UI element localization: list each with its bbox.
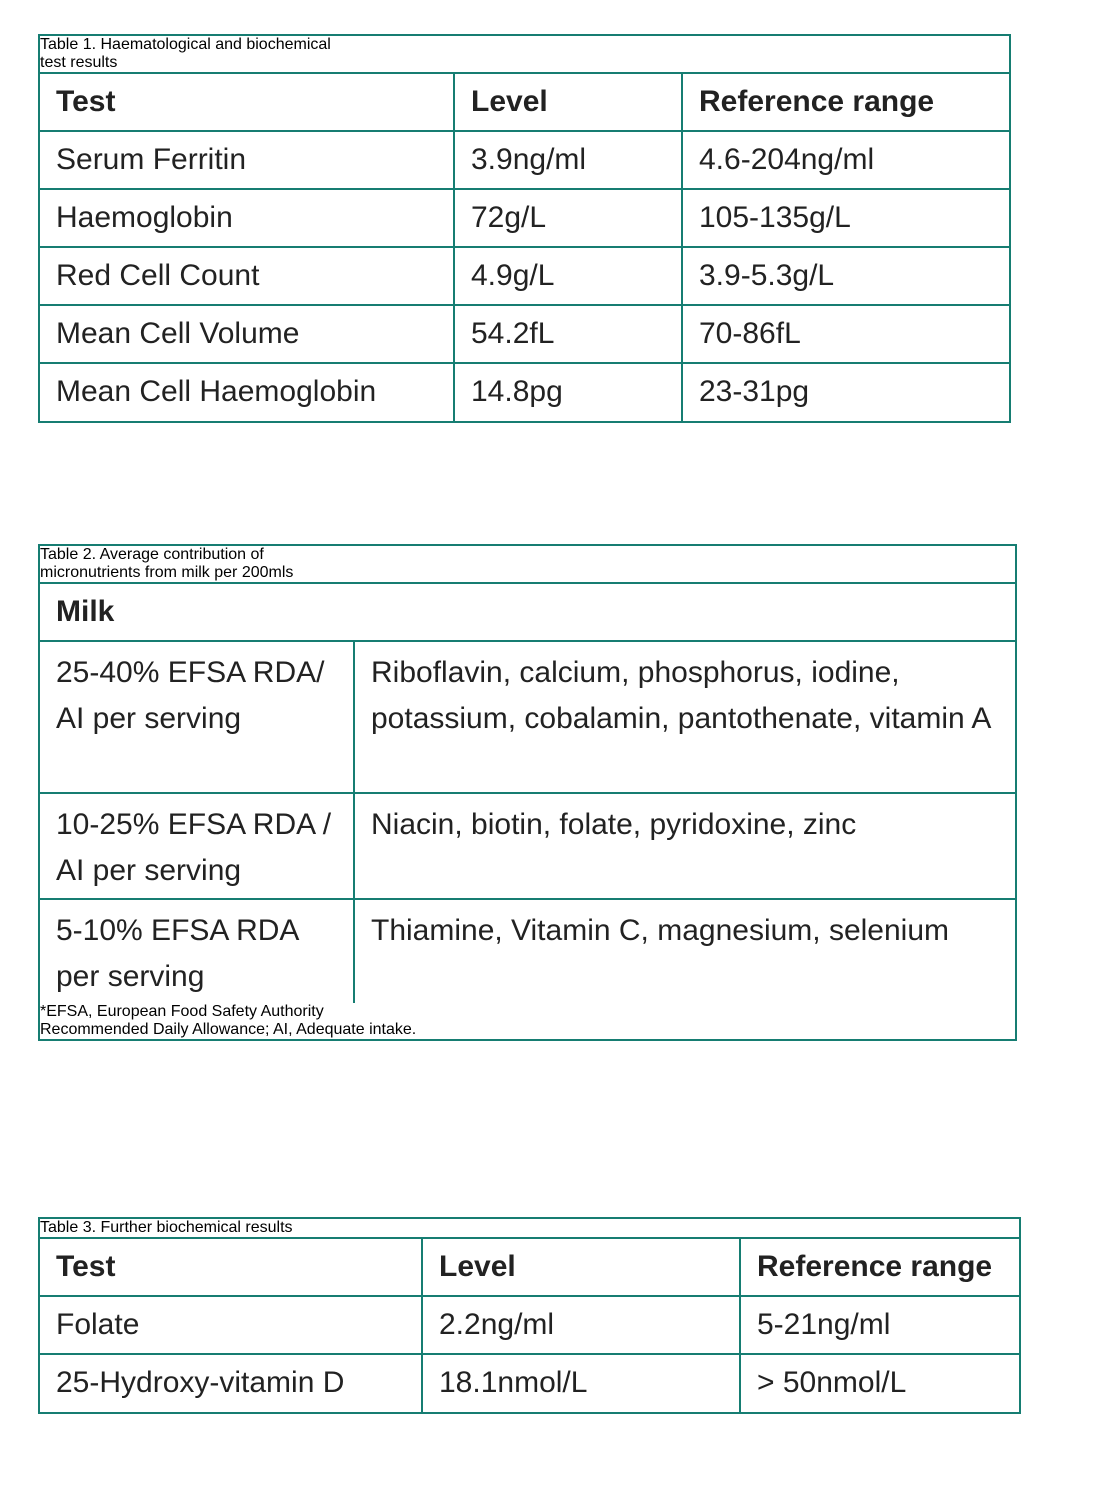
title-line: test results [40,54,118,71]
table-title: Table 3. Further biochemical results [40,1219,1019,1237]
row: Mean Cell Haemoglobin 14.8pg 23-31pg [40,362,1011,421]
cell: 25-40% EFSA RDA/ AI per serving [40,640,355,794]
title-line: Table 3. Further biochemical results [40,1219,293,1236]
cell: Red Cell Count [40,246,455,306]
cell: 10-25% EFSA RDA / AI per serving [40,792,355,900]
cell: 3.9-5.3g/L [681,246,1011,306]
cell: 14.8pg [453,362,683,421]
table-2: Table 2. Average contribution of micronut… [38,544,1018,1041]
cell: 5-21ng/ml [739,1295,1021,1355]
table-1: Table 1. Haematological and biochemical t… [38,34,1011,423]
header-cell: Reference range [739,1237,1021,1297]
row: Haemoglobin 72g/L 105-135g/L [40,188,1011,248]
cell: Serum Ferritin [40,130,455,190]
header-cell: Milk [40,582,1018,642]
cell: > 50nmol/L [739,1353,1021,1412]
cell: 23-31pg [681,362,1011,421]
cell: 18.1nmol/L [421,1353,741,1412]
row: 25-Hydroxy-vitamin D 18.1nmol/L > 50nmol/L [40,1353,1021,1412]
row: 10-25% EFSA RDA / AI per serving Niacin, … [40,792,1018,900]
cell: 5-10% EFSA RDA per serving [40,898,355,1003]
table-title: Table 1. Haematological and biochemical t… [40,36,1009,72]
footnote-line: *EFSA, European Food Safety Authority [40,1003,324,1020]
footnote: *EFSA, European Food Safety Authority Rec… [40,1003,1015,1039]
title-line: Table 2. Average contribution of [40,546,264,563]
title-line: micronutrients from milk per 200mls [40,564,294,581]
header-cell: Test [40,1237,423,1297]
cell: 72g/L [453,188,683,248]
table: Test Level Reference range Serum Ferritin 3.… [40,72,1011,421]
cell: Haemoglobin [40,188,455,248]
table-3: Table 3. Further biochemical results Test… [38,1217,1021,1414]
header-row: Test Level Reference range [40,1237,1021,1297]
header-row: Test Level Reference range [40,72,1011,132]
cell: 4.6-204ng/ml [681,130,1011,190]
header-cell: Test [40,72,455,132]
row: 5-10% EFSA RDA per serving Thiamine, Vita… [40,898,1018,1003]
row: Red Cell Count 4.9g/L 3.9-5.3g/L [40,246,1011,306]
table: Milk 25-40% EFSA RDA/ AI per serving Ribof… [40,582,1018,1003]
row: Mean Cell Volume 54.2fL 70-86fL [40,304,1011,364]
cell: 25-Hydroxy-vitamin D [40,1353,423,1412]
header-cell: Level [421,1237,741,1297]
cell: 4.9g/L [453,246,683,306]
title-line: Table 1. Haematological and biochemical [40,36,331,53]
header-cell: Reference range [681,72,1011,132]
cell: 3.9ng/ml [453,130,683,190]
row: Folate 2.2ng/ml 5-21ng/ml [40,1295,1021,1355]
cell: 105-135g/L [681,188,1011,248]
cell: Folate [40,1295,423,1355]
cell: Niacin, biotin, folate, pyridoxine, zinc [352,792,1018,900]
footnote-line: Recommended Daily Allowance; AI, Adequat… [40,1021,417,1038]
cell: 54.2fL [453,304,683,364]
header-row: Milk [40,582,1018,642]
cell: 2.2ng/ml [421,1295,741,1355]
table-title: Table 2. Average contribution of micronut… [40,546,1015,582]
row: 25-40% EFSA RDA/ AI per serving Riboflavi… [40,640,1018,794]
cell: Mean Cell Haemoglobin [40,362,455,421]
cell: Riboflavin, calcium, phosphorus, iodine,… [352,640,1018,794]
header-cell: Level [453,72,683,132]
table: Test Level Reference range Folate 2.2ng/ml 5-… [40,1237,1021,1412]
cell: Thiamine, Vitamin C, magnesium, selenium [352,898,1018,1003]
cell: Mean Cell Volume [40,304,455,364]
cell: 70-86fL [681,304,1011,364]
row: Serum Ferritin 3.9ng/ml 4.6-204ng/ml [40,130,1011,190]
